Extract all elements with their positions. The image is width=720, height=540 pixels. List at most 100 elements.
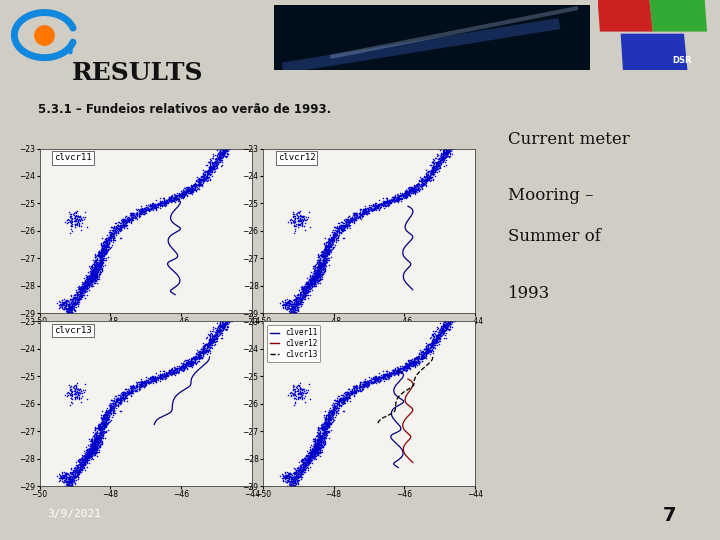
Point — [120, 218, 131, 226]
Point — [87, 444, 99, 453]
Point — [409, 356, 420, 364]
Point — [392, 191, 404, 199]
Point — [295, 467, 307, 476]
Point — [92, 441, 104, 449]
Point — [294, 465, 306, 474]
Point — [428, 167, 440, 176]
Point — [444, 143, 455, 152]
Point — [318, 262, 330, 271]
Point — [91, 435, 103, 444]
Point — [201, 173, 212, 181]
Point — [283, 474, 294, 482]
Point — [187, 357, 199, 366]
Point — [152, 374, 163, 382]
Point — [217, 151, 229, 160]
Point — [83, 441, 94, 449]
Point — [441, 324, 452, 333]
Point — [337, 224, 348, 233]
Point — [319, 423, 330, 431]
Point — [173, 193, 184, 202]
Point — [323, 412, 335, 421]
Point — [221, 316, 233, 325]
Point — [98, 248, 109, 257]
Point — [323, 238, 334, 247]
Point — [89, 440, 101, 448]
Point — [402, 360, 414, 369]
Point — [427, 174, 438, 183]
Point — [105, 233, 117, 241]
Point — [202, 339, 214, 348]
Point — [303, 282, 315, 291]
Point — [299, 459, 310, 468]
Point — [446, 147, 457, 156]
Point — [90, 265, 102, 274]
Point — [313, 271, 325, 279]
Point — [384, 197, 395, 205]
Point — [309, 272, 320, 281]
Point — [379, 197, 391, 206]
Point — [295, 301, 307, 310]
Point — [101, 415, 112, 424]
Point — [294, 287, 305, 296]
Point — [346, 213, 358, 222]
Point — [99, 243, 111, 252]
Point — [357, 209, 369, 218]
Point — [314, 446, 325, 454]
Point — [297, 464, 309, 472]
Point — [431, 163, 443, 172]
Point — [177, 363, 189, 372]
Point — [114, 222, 126, 231]
Point — [309, 436, 320, 444]
Point — [179, 189, 191, 198]
Point — [309, 435, 320, 444]
Point — [94, 426, 105, 435]
Point — [422, 345, 433, 354]
Point — [283, 310, 294, 319]
Point — [441, 318, 452, 327]
Point — [282, 298, 294, 307]
Point — [76, 458, 87, 467]
Point — [429, 164, 441, 172]
Point — [383, 374, 395, 382]
Point — [449, 144, 461, 152]
Point — [325, 408, 337, 417]
Point — [226, 140, 238, 149]
Point — [143, 205, 154, 214]
Point — [189, 357, 201, 366]
Point — [199, 347, 210, 355]
Point — [216, 318, 228, 326]
Point — [209, 162, 220, 171]
Point — [319, 245, 330, 254]
Point — [408, 358, 420, 367]
Point — [311, 268, 323, 277]
Point — [159, 373, 171, 381]
Point — [311, 282, 323, 291]
Point — [134, 382, 145, 390]
Point — [413, 177, 425, 186]
Point — [102, 235, 114, 244]
Point — [426, 157, 437, 166]
Point — [59, 476, 71, 485]
Point — [292, 298, 304, 306]
Point — [103, 407, 114, 416]
Point — [416, 174, 428, 183]
Point — [160, 197, 171, 206]
Point — [313, 255, 325, 264]
Point — [300, 284, 311, 292]
Point — [327, 233, 338, 242]
Point — [154, 201, 166, 210]
Point — [71, 219, 82, 228]
Point — [310, 271, 321, 279]
Point — [137, 208, 148, 217]
Point — [312, 267, 323, 276]
Point — [443, 321, 454, 329]
Point — [291, 470, 302, 478]
Point — [449, 315, 461, 323]
Point — [147, 379, 158, 387]
Point — [303, 448, 315, 457]
Point — [64, 469, 76, 477]
Point — [83, 273, 94, 282]
Point — [435, 157, 446, 165]
Point — [66, 291, 77, 300]
Point — [323, 247, 334, 255]
